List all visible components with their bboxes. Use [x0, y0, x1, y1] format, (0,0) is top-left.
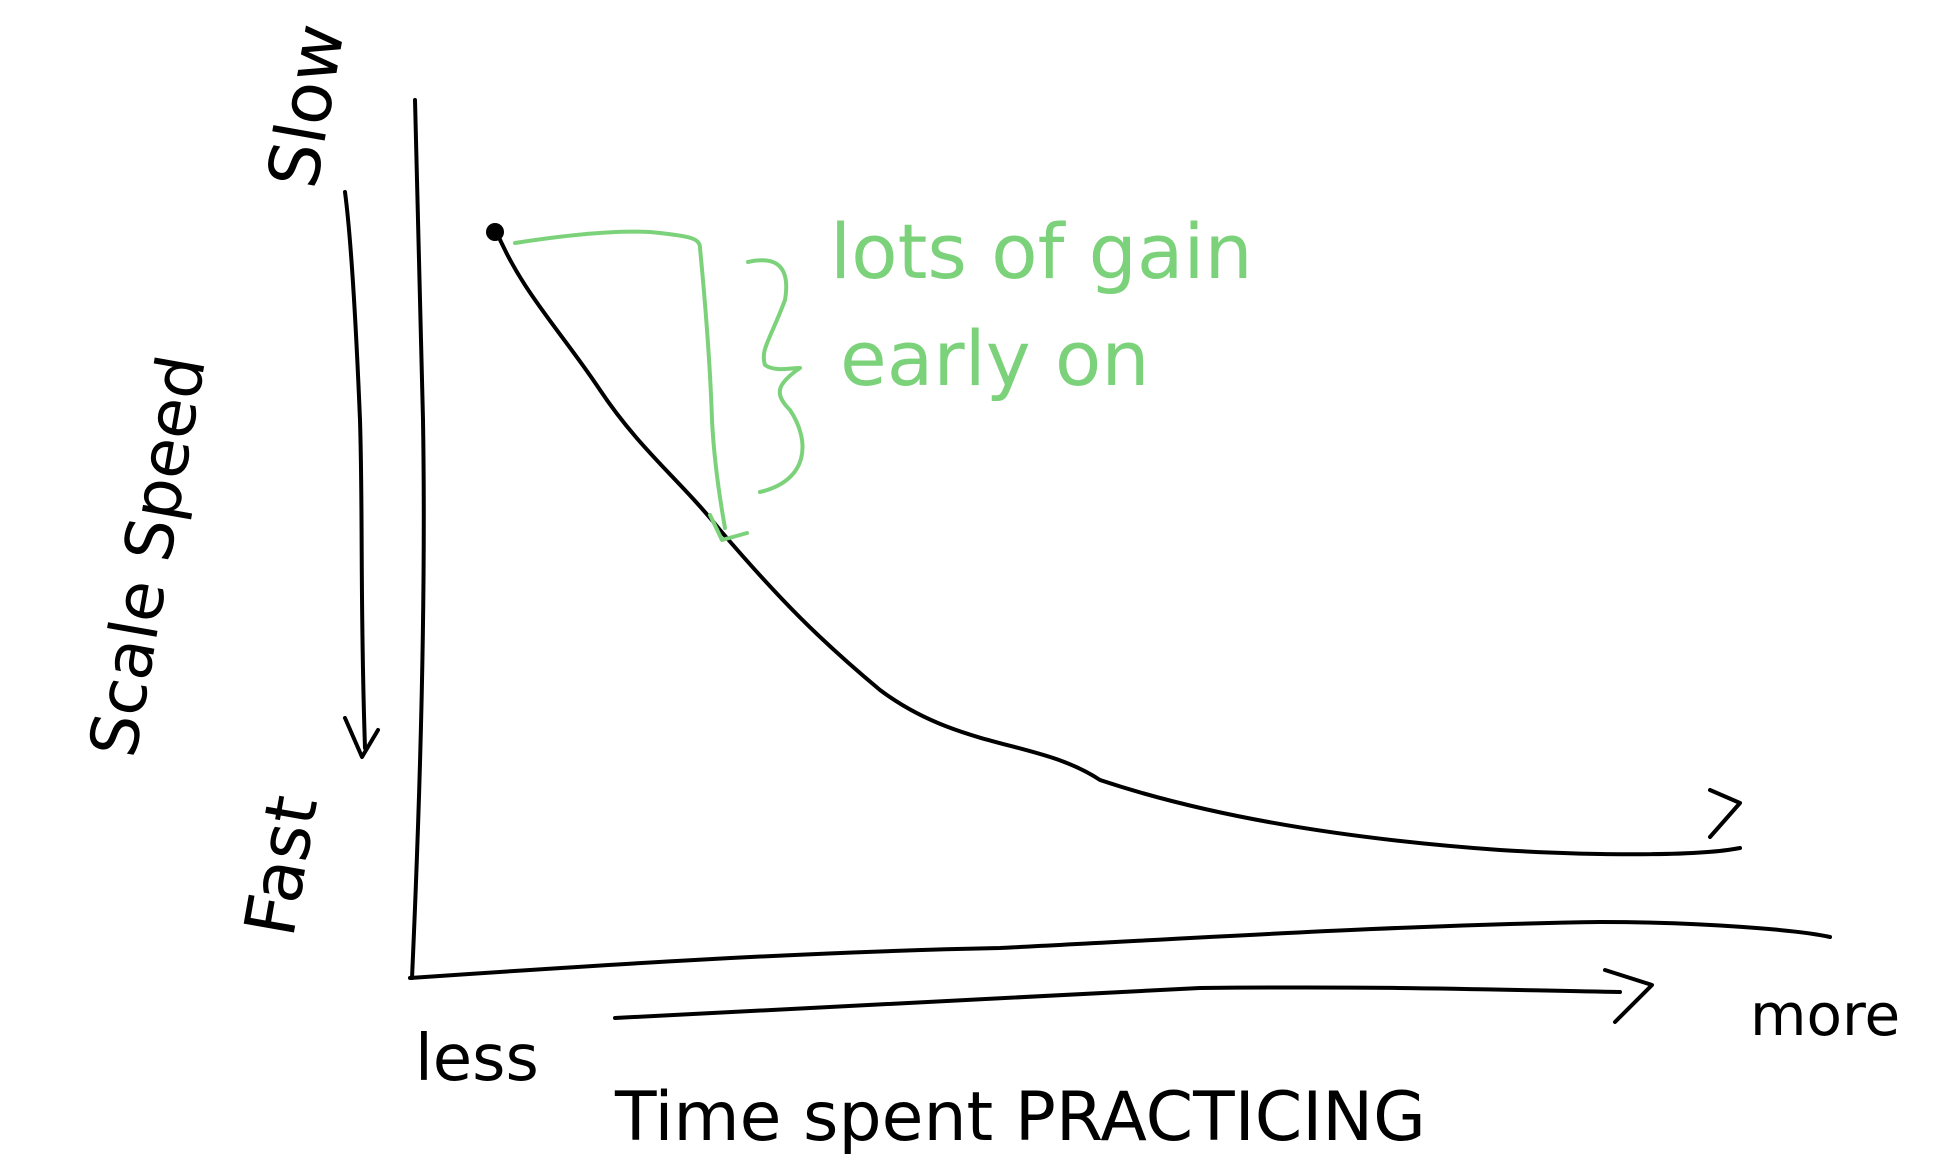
y-direction-arrow — [343, 190, 367, 750]
x-direction-arrowhead — [1603, 968, 1654, 1024]
curve-start-dot — [486, 223, 504, 241]
x-axis-line — [408, 920, 1832, 980]
x-left-label: less — [415, 1022, 539, 1096]
y-top-label: Slow — [252, 18, 361, 194]
gain-brace — [746, 258, 805, 494]
y-axis-label: Scale Speed — [75, 350, 221, 763]
y-axis-line — [410, 98, 426, 980]
x-right-label: more — [1750, 981, 1900, 1049]
y-direction-arrowhead — [343, 716, 380, 759]
learning-curve-arrowhead — [1708, 788, 1742, 839]
gain-bracket — [513, 229, 727, 530]
gain-bracket-tick — [708, 513, 749, 542]
learning-curve — [493, 226, 1742, 857]
x-axis-label: Time spent PRACTICING — [614, 1078, 1426, 1157]
y-bottom-label: Fast — [229, 789, 334, 942]
annotation-line-1: lots of gain — [830, 207, 1253, 296]
x-direction-arrow — [613, 985, 1622, 1020]
annotation-line-2: early on — [840, 314, 1150, 403]
